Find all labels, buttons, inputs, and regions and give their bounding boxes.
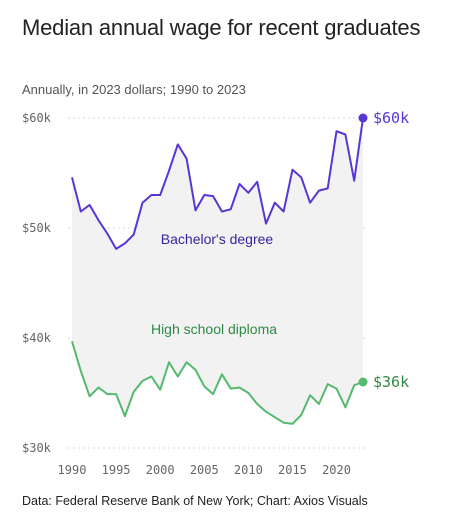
y-tick-label: $30k xyxy=(22,441,52,455)
x-tick-label: 2005 xyxy=(190,463,219,477)
x-tick-label: 1990 xyxy=(58,463,87,477)
chart-title: Median annual wage for recent graduates xyxy=(22,15,421,40)
y-tick-label: $40k xyxy=(22,331,52,345)
y-tick-label: $50k xyxy=(22,221,52,235)
chart-subtitle: Annually, in 2023 dollars; 1990 to 2023 xyxy=(22,82,246,97)
y-tick-label: $60k xyxy=(22,111,52,125)
end-label-bachelors: $60k xyxy=(373,109,409,127)
axis-labels: $30k $40k $50k $60k 1990 1995 2000 2005 2010 2015… xyxy=(22,111,351,477)
series-lines: $60k $36k xyxy=(71,109,409,425)
series-label-highschool: High school diploma xyxy=(151,321,277,337)
x-tick-label: 2010 xyxy=(234,463,263,477)
end-label-highschool: $36k xyxy=(373,373,409,391)
x-tick-label: 2020 xyxy=(322,463,351,477)
fill-between-series xyxy=(72,118,363,424)
x-tick-label: 2015 xyxy=(278,463,307,477)
chart-source: Data: Federal Reserve Bank of New York; … xyxy=(22,494,368,508)
series-label-bachelors: Bachelor's degree xyxy=(161,231,274,247)
x-tick-label: 1995 xyxy=(102,463,131,477)
series-labels: Bachelor's degree High school diploma xyxy=(151,231,277,337)
end-point-bachelors xyxy=(358,113,368,123)
series-line-bachelors xyxy=(71,117,364,250)
shaded-gap-area xyxy=(72,118,363,424)
x-tick-label: 2000 xyxy=(146,463,175,477)
end-point-highschool xyxy=(358,377,368,387)
series-line-highschool xyxy=(71,341,364,425)
